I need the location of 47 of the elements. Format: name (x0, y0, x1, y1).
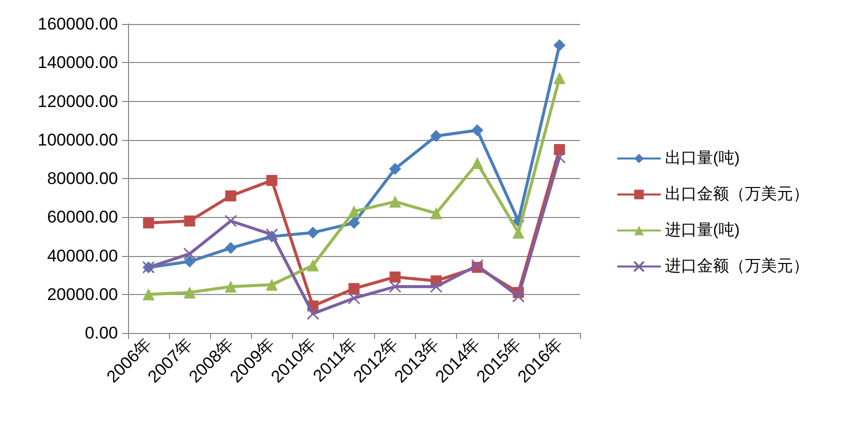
point (348, 292, 360, 304)
point (553, 151, 566, 164)
y-tick-label: 40000.00 (47, 246, 118, 266)
point (430, 280, 442, 293)
point (224, 280, 237, 293)
point (553, 39, 566, 52)
point (430, 130, 442, 142)
point (471, 124, 484, 136)
point (388, 280, 402, 293)
point (184, 256, 196, 268)
point (348, 205, 360, 218)
point (306, 226, 319, 239)
point (390, 271, 401, 282)
point (266, 174, 278, 186)
point (306, 259, 319, 272)
y-tick-label: 120000.00 (38, 92, 118, 111)
y-tick-label: 0.00 (84, 324, 118, 342)
y-tick-label: 100000.00 (38, 130, 118, 150)
point (183, 248, 196, 260)
y-tick-label: 140000.00 (38, 53, 118, 72)
point (184, 215, 196, 226)
point (266, 278, 278, 291)
point (471, 157, 484, 170)
point (389, 196, 402, 208)
point (224, 214, 237, 228)
point (142, 288, 155, 300)
point (348, 216, 360, 229)
point (184, 286, 196, 298)
point (389, 162, 402, 175)
point (143, 217, 154, 228)
point (348, 283, 360, 294)
y-tick-label: 160000.00 (38, 14, 118, 34)
legend-label: 出口金额（万美元） (665, 185, 809, 203)
point (512, 226, 524, 239)
point (553, 72, 566, 84)
point (430, 207, 442, 220)
point (306, 307, 320, 320)
legend-label: 进口金额（万美元） (665, 257, 809, 275)
y-tick-label: 20000.00 (47, 284, 118, 304)
legend-label: 出口量(吨) (665, 149, 740, 167)
y-tick-label: 80000.00 (47, 169, 118, 188)
point (512, 290, 525, 303)
point (471, 259, 484, 272)
legend-label: 进口量(吨) (665, 221, 740, 239)
y-tick-label: 60000.00 (47, 208, 118, 227)
point (224, 242, 237, 254)
point (225, 190, 236, 202)
